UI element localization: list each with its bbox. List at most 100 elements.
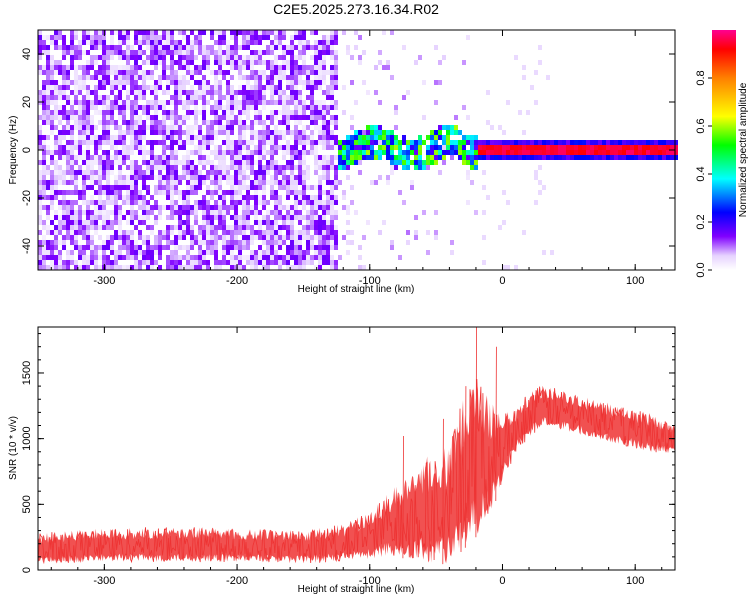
spectrogram-cell	[194, 65, 198, 70]
spectrogram-cell	[134, 250, 138, 255]
spectrogram-cell	[210, 165, 214, 170]
spectrogram-cell	[350, 55, 354, 60]
spectrogram-cell	[218, 100, 222, 105]
spectrogram-cell	[38, 180, 42, 185]
spectrogram-cell	[242, 230, 246, 235]
spectrogram-cell	[414, 235, 418, 240]
spectrogram-cell	[106, 125, 110, 130]
spectrogram-cell	[282, 70, 286, 75]
spectrogram-cell	[258, 95, 262, 100]
spectrogram-cell	[126, 100, 130, 105]
spectrogram-cell	[318, 45, 322, 50]
spectrogram-cell	[262, 145, 266, 150]
spectrogram-cell	[290, 170, 294, 175]
spectrogram-cell	[62, 40, 66, 45]
spectrogram-cell	[178, 120, 182, 125]
spectrogram-cell	[218, 55, 222, 60]
spectrogram-cell	[282, 115, 286, 120]
spectrogram-cell	[254, 150, 258, 155]
spectrogram-cell	[46, 70, 50, 75]
spectrogram-cell	[498, 225, 502, 230]
spectrogram-cell	[74, 110, 78, 115]
spectrogram-cell	[114, 155, 118, 160]
spectrogram-cell	[210, 30, 214, 35]
spectrogram-cell	[66, 220, 70, 225]
spectrogram-cell	[146, 235, 150, 240]
spectrogram-cell	[210, 205, 214, 210]
spectrogram-cell	[202, 155, 206, 160]
spectrogram-cell	[38, 185, 42, 190]
spectrogram-cell	[110, 110, 114, 115]
spectrogram-cell	[422, 160, 426, 165]
spectrogram-cell	[302, 215, 306, 220]
spectrogram-cell	[566, 140, 570, 145]
spectrogram-cell	[146, 140, 150, 145]
spectrogram-cell	[246, 220, 250, 225]
spectrogram-cell	[310, 260, 314, 265]
spectrogram-cell	[442, 135, 446, 140]
spectrogram-cell	[78, 110, 82, 115]
spectrogram-cell	[114, 145, 118, 150]
spectrogram-cell	[254, 215, 258, 220]
spectrogram-cell	[134, 180, 138, 185]
spectrogram-cell	[70, 55, 74, 60]
spectrogram-cell	[322, 155, 326, 160]
spectrogram-cell	[62, 200, 66, 205]
spectrogram-cell	[134, 245, 138, 250]
spectrogram-cell	[302, 185, 306, 190]
spectrogram-cell	[194, 190, 198, 195]
spectrogram-cell	[42, 120, 46, 125]
spectrogram-cell	[262, 35, 266, 40]
spectrogram-cell	[434, 155, 438, 160]
spectrogram-cell	[282, 220, 286, 225]
spectrogram-cell	[286, 65, 290, 70]
spectrogram-cell	[242, 40, 246, 45]
spectrogram-cell	[178, 160, 182, 165]
spectrogram-cell	[130, 45, 134, 50]
spectrogram-cell	[250, 230, 254, 235]
spectrogram-cell	[98, 195, 102, 200]
spectrogram-cell	[214, 85, 218, 90]
spectrogram-cell	[106, 80, 110, 85]
spectrogram-cell	[314, 250, 318, 255]
spectrogram-cell	[154, 215, 158, 220]
spectrogram-cell	[258, 175, 262, 180]
spectrogram-cell	[310, 245, 314, 250]
spectrogram-cell	[286, 265, 290, 270]
spectrogram-cell	[102, 200, 106, 205]
spectrogram-cell	[270, 95, 274, 100]
spectrogram-cell	[158, 45, 162, 50]
spectrogram-cell	[190, 40, 194, 45]
spectrogram-cell	[210, 235, 214, 240]
spectrogram-cell	[214, 255, 218, 260]
spectrogram-cell	[238, 220, 242, 225]
spectrogram-cell	[430, 145, 434, 150]
spectrogram-cell	[82, 115, 86, 120]
spectrogram-cell	[562, 145, 566, 150]
spectrogram-cell	[234, 50, 238, 55]
spectrogram-cell	[150, 165, 154, 170]
spectrogram-cell	[286, 160, 290, 165]
spectrogram-cell	[230, 30, 234, 35]
spectrogram-cell	[254, 135, 258, 140]
spectrogram-cell	[166, 240, 170, 245]
spectrogram-cell	[314, 80, 318, 85]
spectrogram-cell	[290, 100, 294, 105]
spectrogram-cell	[666, 145, 670, 150]
spectrogram-cell	[346, 165, 350, 170]
spectrogram-cell	[82, 30, 86, 35]
spectrogram-cell	[214, 170, 218, 175]
spectrogram-cell	[298, 195, 302, 200]
spectrogram-cell	[398, 160, 402, 165]
spectrogram-cell	[438, 80, 442, 85]
spectrogram-cell	[102, 75, 106, 80]
spectrogram-cell	[82, 185, 86, 190]
spectrogram-cell	[186, 170, 190, 175]
spectrogram-cell	[246, 255, 250, 260]
spectrogram-cell	[238, 120, 242, 125]
spectrogram-cell	[66, 110, 70, 115]
spectrogram-cell	[186, 150, 190, 155]
spectrogram-cell	[406, 160, 410, 165]
spectrogram-cell	[82, 170, 86, 175]
spectrogram-cell	[186, 165, 190, 170]
